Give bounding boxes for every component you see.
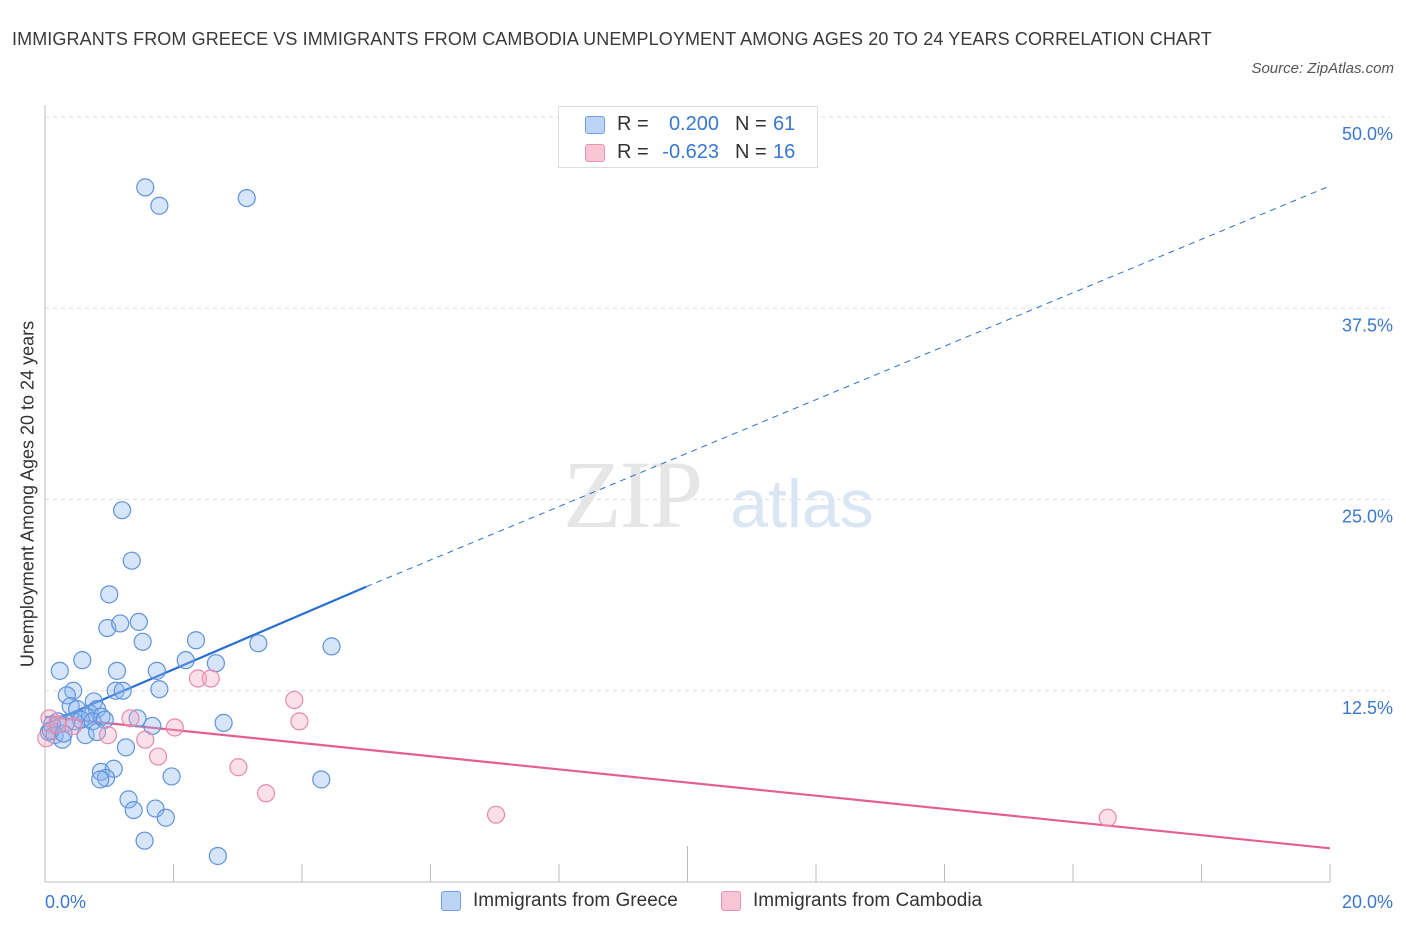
trend-line-cambodia	[44, 715, 1331, 850]
point-greece	[107, 661, 127, 680]
point-cambodia	[188, 669, 208, 688]
point-greece	[146, 799, 165, 818]
point-greece	[135, 831, 154, 850]
stats-legend: R = 0.200 N = 61 R = -0.623 N = 16	[558, 106, 818, 168]
point-greece	[104, 759, 123, 778]
point-greece	[119, 790, 138, 809]
point-greece	[214, 713, 233, 732]
point-greece	[113, 681, 132, 700]
point-greece	[156, 808, 175, 827]
point-greece	[64, 681, 83, 700]
legend-label-greece: Immigrants from Greece	[473, 890, 678, 911]
trend-line-greece-extension	[366, 185, 1331, 588]
watermark-atlas: atlas	[730, 466, 874, 542]
point-greece	[73, 651, 92, 670]
point-greece	[124, 800, 143, 820]
point-greece	[54, 724, 73, 743]
point-greece	[136, 178, 155, 197]
point-cambodia	[201, 669, 220, 688]
point-cambodia	[165, 718, 184, 737]
point-greece	[208, 846, 227, 866]
point-cambodia	[98, 726, 118, 745]
point-cambodia	[285, 690, 304, 710]
point-cambodia	[148, 747, 168, 766]
point-cambodia	[486, 805, 506, 824]
stats-row-cambodia: R = -0.623 N = 16	[559, 138, 817, 166]
point-greece	[129, 612, 148, 632]
point-greece	[249, 634, 268, 653]
point-greece	[150, 196, 169, 215]
stats-row-greece: R = 0.200 N = 61	[559, 110, 817, 138]
point-greece	[322, 637, 341, 656]
y-tick-label: 25.0%	[1342, 507, 1393, 527]
greece-legend-swatch	[441, 891, 461, 911]
watermark-zip: ZIP	[563, 441, 701, 548]
point-greece	[112, 501, 132, 520]
x-tick-label: 20.0%	[1342, 892, 1393, 912]
y-tick-label: 37.5%	[1342, 315, 1393, 335]
point-greece	[50, 661, 69, 680]
legend-label-cambodia: Immigrants from Cambodia	[753, 890, 983, 911]
point-greece	[176, 651, 195, 670]
point-greece	[150, 680, 169, 699]
cambodia-swatch	[585, 144, 605, 162]
data-points	[37, 178, 1117, 866]
point-cambodia	[136, 730, 155, 749]
r-label: R =	[617, 113, 649, 135]
trend-line-greece	[44, 585, 367, 726]
point-greece	[76, 726, 95, 745]
point-greece	[133, 632, 152, 651]
n-label: N =	[735, 113, 767, 135]
point-greece	[237, 188, 256, 208]
x-tick-labels: 0.0% 20.0%	[45, 892, 1393, 912]
r-value: -0.623	[662, 141, 719, 163]
chart-source: Source: ZipAtlas.com	[1251, 60, 1394, 77]
n-value: 61	[773, 113, 796, 135]
point-greece	[128, 709, 147, 728]
x-tick-label: 0.0%	[45, 892, 86, 912]
point-greece	[116, 738, 136, 757]
point-greece	[186, 631, 206, 650]
point-greece	[312, 770, 331, 789]
point-cambodia	[256, 784, 276, 803]
point-greece	[122, 551, 141, 570]
point-cambodia	[1098, 808, 1117, 827]
axes	[44, 105, 1331, 883]
point-greece	[100, 585, 119, 604]
grid-lines	[45, 116, 1390, 692]
n-value: 16	[773, 141, 796, 163]
point-greece	[57, 686, 76, 705]
point-cambodia	[48, 715, 67, 734]
chart-title: IMMIGRANTS FROM GREECE VS IMMIGRANTS FRO…	[12, 29, 1212, 49]
point-cambodia	[229, 758, 248, 777]
y-tick-label: 12.5%	[1342, 698, 1393, 718]
point-greece	[147, 661, 166, 680]
point-greece	[91, 770, 110, 789]
point-cambodia	[37, 729, 56, 748]
greece-swatch	[585, 116, 605, 134]
y-tick-labels: 12.5% 25.0% 37.5% 50.0%	[1342, 124, 1393, 718]
point-greece	[162, 767, 181, 786]
y-tick-label: 50.0%	[1342, 124, 1393, 144]
point-greece	[111, 614, 130, 633]
point-cambodia	[64, 716, 83, 736]
point-greece	[87, 722, 107, 742]
point-greece	[206, 654, 226, 673]
point-greece	[106, 681, 125, 700]
point-cambodia	[121, 709, 140, 728]
cambodia-legend-swatch	[721, 891, 741, 911]
trend-lines	[44, 185, 1331, 850]
point-cambodia	[290, 712, 309, 731]
n-label: N =	[735, 141, 767, 163]
r-label: R =	[617, 141, 649, 163]
r-value: 0.200	[668, 113, 719, 135]
